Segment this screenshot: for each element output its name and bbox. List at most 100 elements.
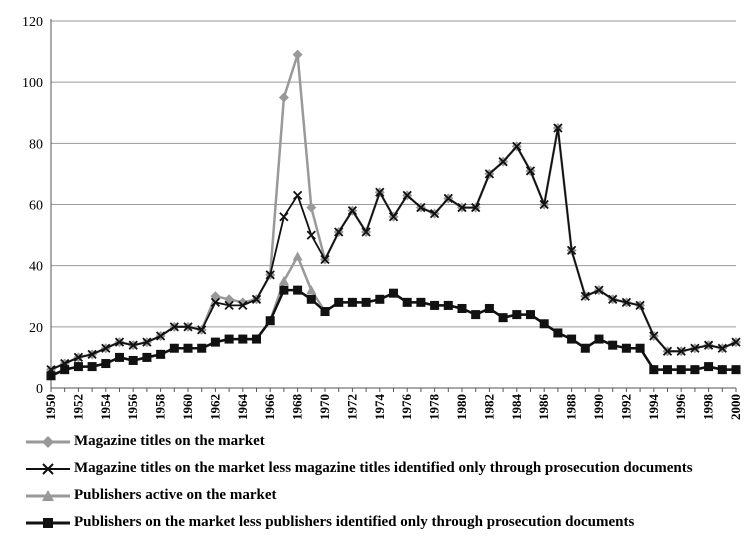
x-tick-label: 1964 [235, 394, 250, 421]
data-point [265, 316, 275, 326]
data-point [347, 205, 358, 216]
x-tick-label: 1996 [673, 394, 688, 421]
legend-item-publishers-less-prosecution: Publishers on the market less publishers… [26, 509, 693, 536]
data-point [621, 343, 631, 353]
x-tick-label: 1952 [70, 394, 85, 420]
x-tick-label: 1956 [125, 394, 140, 421]
legend: Magazine titles on the market Magazine t… [26, 428, 693, 536]
x-tick-label: 1984 [509, 394, 524, 421]
data-point [375, 187, 385, 197]
data-point [183, 322, 193, 332]
x-tick-label: 1992 [618, 394, 633, 420]
data-point [224, 334, 234, 344]
data-point [73, 362, 83, 372]
data-point [402, 190, 412, 200]
data-point [430, 300, 440, 310]
x-tick-label: 1990 [591, 394, 606, 420]
data-point [635, 300, 645, 311]
data-point [389, 288, 398, 298]
data-point [306, 230, 316, 240]
data-point [553, 328, 563, 338]
data-point [306, 285, 317, 295]
legend-item-publishers-active: Publishers active on the market [26, 482, 693, 509]
data-point [512, 310, 522, 320]
data-point [251, 294, 262, 304]
grid-lines [51, 20, 736, 328]
y-tick-label: 40 [29, 260, 43, 275]
data-point [238, 300, 248, 311]
legend-swatch-x [26, 462, 70, 475]
data-point [553, 123, 563, 133]
data-point [361, 297, 371, 307]
data-point [731, 365, 741, 375]
x-tick-label: 1986 [536, 394, 551, 421]
data-point [717, 343, 727, 353]
y-tick-label: 100 [22, 76, 43, 91]
series-2 [46, 123, 741, 375]
data-point [210, 297, 221, 308]
x-tick-label: 1994 [646, 394, 661, 421]
legend-label: Magazine titles on the market [74, 433, 265, 449]
series-group [46, 49, 741, 381]
data-point [101, 359, 111, 369]
data-point [87, 362, 97, 372]
data-point [676, 346, 686, 356]
data-point [169, 322, 179, 332]
data-point [142, 337, 152, 347]
data-point [608, 294, 618, 304]
data-point [265, 270, 275, 280]
data-point [320, 254, 330, 265]
data-point [142, 352, 152, 362]
data-point [717, 365, 727, 375]
data-point [279, 212, 289, 222]
data-point [635, 343, 645, 353]
data-point [87, 349, 97, 359]
data-point [566, 245, 577, 256]
data-point [443, 193, 453, 204]
data-point [662, 346, 673, 356]
legend-item-magazine-titles: Magazine titles on the market [26, 428, 693, 455]
legend-swatch-diamond [26, 435, 70, 448]
legend-swatch-triangle [26, 489, 70, 501]
legend-item-magazine-titles-less-prosecution: Magazine titles on the market less magaz… [26, 455, 693, 482]
data-point [471, 310, 481, 320]
data-point [155, 331, 166, 341]
data-point [731, 337, 741, 347]
x-tick-label: 1962 [207, 394, 222, 420]
data-point [457, 202, 467, 213]
data-point [539, 199, 549, 210]
y-tick-label: 20 [29, 321, 43, 336]
data-point [608, 340, 618, 350]
data-point [114, 337, 125, 347]
data-point [484, 169, 495, 179]
data-point [238, 334, 248, 344]
x-tick-label: 1958 [153, 394, 168, 421]
data-point [60, 365, 70, 375]
data-point [676, 365, 686, 375]
data-point [498, 313, 508, 323]
data-point [443, 300, 453, 310]
data-point [292, 49, 303, 60]
data-point [224, 300, 234, 311]
data-point [594, 285, 604, 295]
data-point [361, 227, 371, 237]
data-point [169, 343, 179, 353]
data-point [156, 349, 166, 359]
data-point [73, 352, 84, 363]
x-tick-label: 1960 [180, 394, 195, 420]
x-tick-label: 1980 [454, 394, 469, 420]
y-tick-label: 120 [22, 15, 43, 30]
data-point [498, 157, 508, 167]
data-point [539, 319, 549, 329]
series-line [50, 127, 737, 371]
x-tick-label: 1968 [290, 394, 305, 421]
legend-swatch-square [26, 517, 70, 528]
x-tick-label: 1972 [344, 394, 359, 420]
data-point [128, 355, 138, 365]
data-point [306, 294, 316, 304]
data-point [471, 202, 481, 213]
x-tick-label: 2000 [728, 394, 743, 420]
axes: 0 20 40 60 80 100 120 1950 1952 1954 1956 1958 1960 1… [22, 15, 743, 420]
data-point [334, 297, 344, 307]
x-tick-label: 1976 [399, 394, 414, 421]
